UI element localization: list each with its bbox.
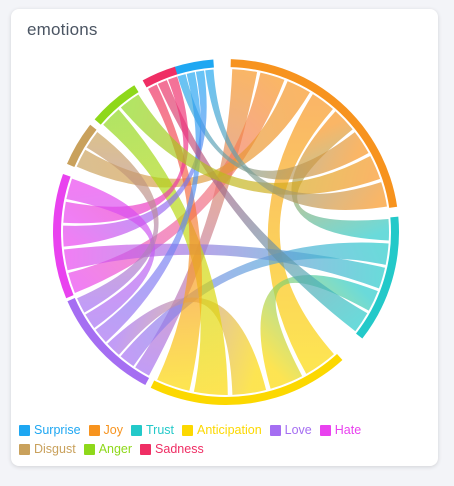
chart-legend: Surprise Joy Trust Anticipation Love Hate Disg… bbox=[19, 423, 431, 456]
legend-label: Anger bbox=[98, 442, 133, 456]
ribbon-surprise-joy[interactable] bbox=[205, 69, 387, 210]
ribbon-anticipation-sadness[interactable] bbox=[148, 84, 203, 391]
ribbon-joy-anticipation[interactable] bbox=[267, 94, 334, 374]
ribbon-sadness-trust[interactable] bbox=[157, 80, 368, 332]
legend-item-disgust[interactable]: Disgust bbox=[19, 442, 76, 456]
ribbon-joy-love[interactable] bbox=[135, 69, 258, 376]
legend-item-anger[interactable]: Anger bbox=[83, 442, 133, 456]
chord-arcs bbox=[52, 59, 399, 405]
arc-disgust[interactable] bbox=[66, 124, 97, 167]
arc-sadness[interactable] bbox=[142, 66, 178, 88]
legend-item-surprise[interactable]: Surprise bbox=[19, 423, 81, 437]
legend-item-joy[interactable]: Joy bbox=[88, 423, 123, 437]
ribbon-hate-love[interactable] bbox=[66, 178, 155, 328]
chart-title: emotions bbox=[27, 20, 98, 39]
chart-card: emotions Surprise Joy Trust Anticipation Lov… bbox=[11, 9, 438, 466]
legend-item-anticipation[interactable]: Anticipation bbox=[182, 423, 262, 437]
legend-swatch bbox=[88, 424, 100, 436]
legend-swatch bbox=[131, 424, 142, 436]
legend-label: Anticipation bbox=[197, 423, 262, 437]
legend-item-hate[interactable]: Hate bbox=[319, 423, 362, 437]
arc-joy[interactable] bbox=[230, 59, 398, 208]
ribbon-trust-love[interactable] bbox=[120, 242, 389, 367]
legend-label: Love bbox=[284, 423, 312, 437]
legend-swatch bbox=[319, 424, 331, 436]
legend-swatch bbox=[19, 424, 30, 436]
legend-label: Hate bbox=[334, 423, 362, 437]
legend-item-love[interactable]: Love bbox=[269, 423, 312, 437]
ribbon-trust-anticipation[interactable] bbox=[260, 274, 378, 389]
chord-ribbons bbox=[63, 69, 390, 395]
legend-swatch bbox=[83, 443, 95, 455]
arc-anticipation[interactable] bbox=[150, 354, 343, 405]
arc-anger[interactable] bbox=[94, 85, 139, 125]
legend-label: Disgust bbox=[34, 442, 76, 456]
ribbon-sadness-hate[interactable] bbox=[63, 76, 189, 224]
legend-swatch bbox=[19, 443, 30, 455]
legend-label: Trust bbox=[146, 423, 175, 437]
legend-swatch bbox=[269, 424, 281, 436]
ribbon-anticipation-anger[interactable] bbox=[103, 109, 228, 395]
chord-diagram bbox=[52, 59, 399, 405]
ribbon-surprise-hate[interactable] bbox=[63, 70, 207, 247]
ribbon-joy-trust[interactable] bbox=[291, 111, 390, 241]
arc-hate[interactable] bbox=[52, 173, 74, 299]
arc-trust[interactable] bbox=[356, 216, 399, 339]
legend-label: Surprise bbox=[34, 423, 81, 437]
legend-item-trust[interactable]: Trust bbox=[131, 423, 174, 437]
legend-label: Joy bbox=[103, 423, 123, 437]
ribbon-surprise-love[interactable] bbox=[95, 72, 202, 343]
legend-item-sadness[interactable]: Sadness bbox=[140, 442, 204, 456]
legend-swatch bbox=[182, 424, 194, 436]
legend-swatch bbox=[140, 443, 152, 455]
ribbon-joy-hate[interactable] bbox=[68, 72, 285, 294]
arc-love[interactable] bbox=[67, 298, 150, 386]
ribbon-disgust-love[interactable] bbox=[77, 131, 159, 313]
arc-surprise[interactable] bbox=[173, 59, 214, 75]
legend-label: Sadness bbox=[155, 442, 204, 456]
ribbon-anticipation-love[interactable] bbox=[107, 297, 267, 395]
ribbon-joy-disgust[interactable] bbox=[76, 81, 310, 188]
ribbon-anger-joy[interactable] bbox=[120, 94, 381, 195]
